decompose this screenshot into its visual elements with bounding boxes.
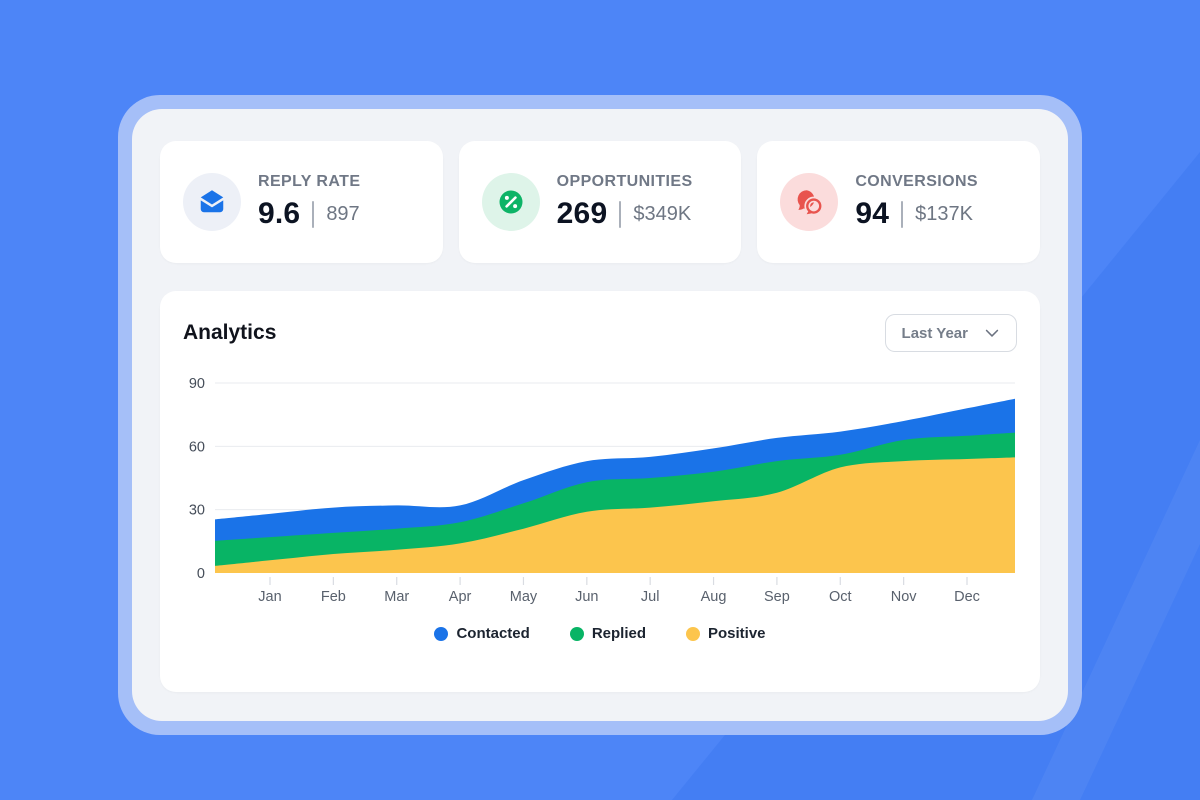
legend-item-contacted[interactable]: Contacted	[434, 625, 530, 642]
svg-text:Jan: Jan	[258, 589, 281, 605]
dashboard-frame: REPLY RATE 9.6 897	[118, 95, 1082, 735]
chevron-down-icon	[985, 329, 999, 337]
svg-text:Nov: Nov	[891, 589, 918, 605]
stats-row: REPLY RATE 9.6 897	[160, 141, 1041, 263]
legend-dot-replied	[569, 626, 584, 641]
stat-card-opportunities: OPPORTUNITIES 269 $349K	[458, 141, 742, 263]
chart-legend: Contacted Replied Positive	[183, 625, 1017, 642]
time-range-label: Last Year	[901, 324, 968, 342]
stat-secondary-value: $349K	[633, 202, 692, 225]
stat-card-reply-rate: REPLY RATE 9.6 897	[160, 141, 443, 263]
stat-secondary-value: 897	[326, 202, 360, 225]
envelope-icon	[183, 173, 241, 231]
svg-text:Apr: Apr	[449, 589, 472, 605]
stat-value: 269	[556, 197, 608, 230]
legend-item-positive[interactable]: Positive	[686, 625, 766, 642]
percent-icon	[481, 173, 540, 231]
analytics-chart: 0 30 60 90 Jan Feb Mar Apr May Jun Jul Aug Sep Oct Nov…	[189, 376, 1015, 605]
chat-bubbles-icon	[780, 173, 839, 231]
svg-text:90: 90	[189, 376, 205, 392]
stat-secondary-value: $137K	[915, 202, 973, 225]
svg-text:Jun: Jun	[575, 589, 598, 605]
stat-value: 94	[855, 197, 890, 230]
svg-text:Dec: Dec	[954, 589, 980, 605]
svg-text:60: 60	[189, 439, 205, 455]
stat-divider	[312, 200, 315, 228]
svg-text:0: 0	[197, 566, 205, 582]
svg-text:Feb: Feb	[321, 589, 346, 605]
svg-text:May: May	[510, 589, 538, 605]
stat-label: REPLY RATE	[258, 173, 361, 190]
time-range-dropdown[interactable]: Last Year	[884, 314, 1017, 352]
dashboard-panel: REPLY RATE 9.6 897	[132, 109, 1068, 721]
svg-text:30: 30	[189, 503, 205, 519]
stat-label: CONVERSIONS	[855, 173, 978, 190]
stat-card-conversions: CONVERSIONS 94 $137K	[757, 141, 1041, 263]
svg-text:Mar: Mar	[384, 589, 409, 605]
svg-text:Jul: Jul	[641, 589, 660, 605]
svg-text:Aug: Aug	[701, 589, 727, 605]
stat-label: OPPORTUNITIES	[556, 173, 693, 190]
analytics-chart-area: 0 30 60 90 Jan Feb Mar Apr May Jun Jul Aug Sep Oct Nov…	[183, 373, 1017, 642]
stat-value: 9.6	[258, 197, 301, 230]
legend-item-replied[interactable]: Replied	[569, 625, 646, 642]
svg-text:Oct: Oct	[829, 589, 852, 605]
legend-dot-contacted	[434, 626, 449, 641]
stat-divider	[901, 200, 904, 228]
analytics-header: Analytics Last Year	[183, 313, 1017, 353]
analytics-title: Analytics	[183, 321, 277, 344]
stat-divider	[619, 200, 622, 228]
legend-dot-positive	[686, 626, 700, 641]
svg-text:Sep: Sep	[764, 589, 790, 605]
analytics-card: Analytics Last Year 0 30 60 90 Jan Feb Mar Apr M…	[160, 291, 1040, 692]
